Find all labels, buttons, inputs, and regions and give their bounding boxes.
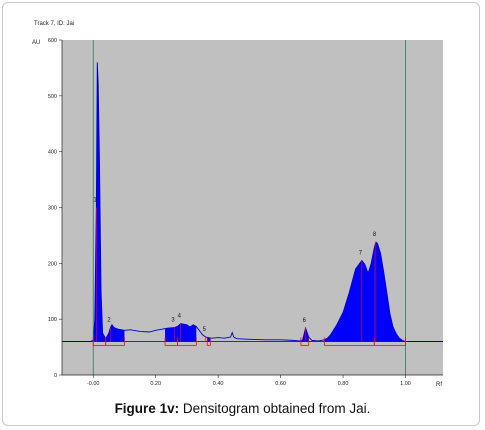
y-tick-label: 0 bbox=[54, 373, 57, 379]
caption-text: Densitogram obtained from Jai. bbox=[179, 401, 370, 416]
y-tick-label: 300 bbox=[48, 206, 57, 212]
x-tick-label: 1.00 bbox=[400, 381, 411, 387]
y-tick-label: 600 bbox=[48, 38, 57, 44]
y-tick-label: 400 bbox=[48, 150, 57, 156]
y-axis-label: AU bbox=[32, 40, 40, 46]
y-tick-label: 500 bbox=[48, 94, 57, 100]
x-tick-label: -0.00 bbox=[87, 381, 100, 387]
caption-label: Figure 1v: bbox=[115, 401, 180, 416]
y-tick-label: 100 bbox=[48, 317, 57, 323]
figure-caption: Figure 1v: Densitogram obtained from Jai… bbox=[0, 401, 485, 416]
x-tick-label: 0.60 bbox=[275, 381, 286, 387]
x-axis-label: Rf bbox=[436, 382, 442, 388]
x-tick-label: 0.80 bbox=[338, 381, 349, 387]
y-tick-label: 200 bbox=[48, 261, 57, 267]
x-tick-label: 0.20 bbox=[150, 381, 161, 387]
x-tick-label: 0.40 bbox=[213, 381, 224, 387]
peak-area bbox=[178, 324, 197, 342]
chart-title: Track 7, ID: Jai bbox=[34, 21, 74, 27]
